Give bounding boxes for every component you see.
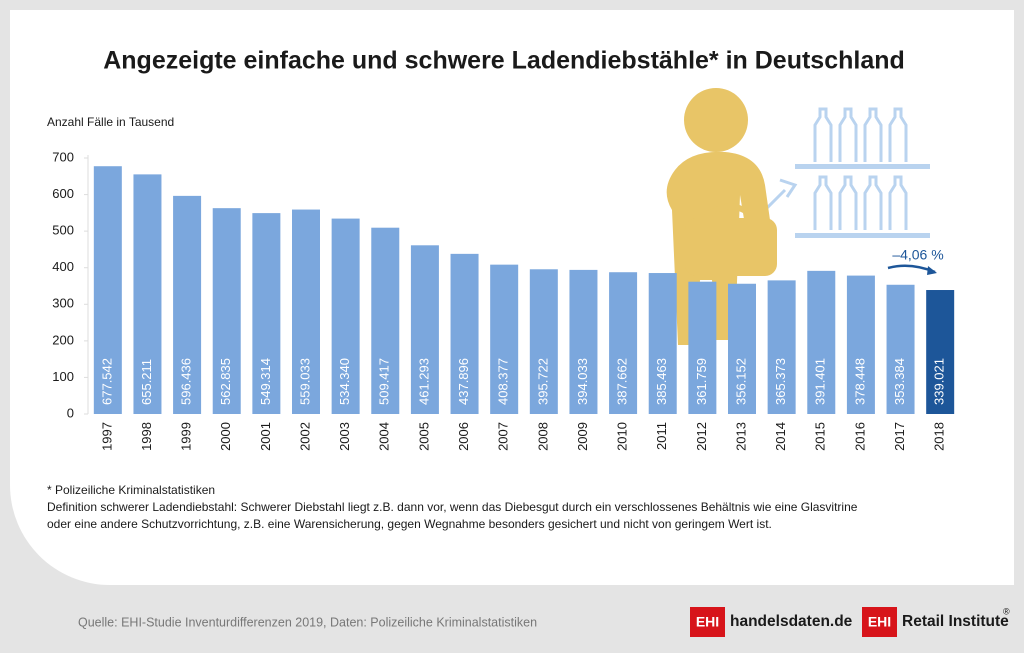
- logo-sup: ®: [1003, 606, 1010, 616]
- y-tick-label: 600: [52, 186, 74, 201]
- value-label: 596.436: [179, 358, 194, 405]
- logo-text: Retail Institute: [902, 613, 1009, 630]
- footnote: Definition schwerer Ladendiebstahl: Schw…: [47, 500, 858, 514]
- value-label: 353.384: [892, 358, 907, 405]
- value-label: 549.314: [258, 358, 273, 405]
- value-label: 408.377: [496, 358, 511, 405]
- value-label: 395.722: [535, 358, 550, 405]
- logo-mark: EHI: [696, 614, 719, 630]
- bar: [728, 283, 756, 414]
- value-label: 378.448: [852, 358, 867, 405]
- x-tick-label: 2014: [773, 422, 788, 451]
- x-tick-label: 1998: [139, 422, 154, 451]
- bar: [93, 166, 122, 414]
- value-label: 534.340: [337, 358, 352, 405]
- y-tick-label: 500: [52, 223, 74, 238]
- x-tick-label: 2006: [456, 422, 471, 451]
- x-tick-label: 2005: [416, 422, 431, 451]
- value-label: 559.033: [297, 358, 312, 405]
- bar: [926, 290, 955, 414]
- bar: [371, 227, 400, 414]
- x-tick-label: 2018: [932, 422, 947, 451]
- x-tick-label: 2007: [496, 422, 511, 451]
- footnote: * Polizeiliche Kriminalstatistiken: [47, 483, 215, 497]
- trend-arrow-head: [927, 266, 937, 275]
- x-tick-label: 2015: [813, 422, 828, 451]
- x-tick-label: 1999: [179, 422, 194, 451]
- y-tick-label: 0: [67, 405, 74, 420]
- x-tick-label: 2002: [297, 422, 312, 451]
- bar: [410, 245, 439, 414]
- x-tick-label: 2013: [733, 422, 748, 451]
- value-label: 356.152: [733, 358, 748, 405]
- logo-mark: EHI: [868, 614, 891, 630]
- x-tick-label: 1997: [99, 422, 114, 451]
- footnote: oder eine andere Schutzvorrichtung, z.B.…: [47, 517, 772, 531]
- y-tick-label: 300: [52, 296, 74, 311]
- x-tick-label: 2010: [615, 422, 630, 451]
- bar: [807, 270, 836, 414]
- bar: [292, 209, 320, 414]
- y-axis-label: Anzahl Fälle in Tausend: [47, 115, 174, 129]
- x-tick-label: 2008: [535, 422, 550, 451]
- value-label: 394.033: [575, 358, 590, 405]
- y-tick-label: 700: [52, 149, 74, 164]
- x-tick-label: 2016: [852, 422, 867, 451]
- value-label: 391.401: [813, 358, 828, 405]
- x-tick-label: 2012: [694, 422, 709, 451]
- y-tick-label: 100: [52, 369, 74, 384]
- value-label: 365.373: [773, 358, 788, 405]
- value-label: 461.293: [416, 358, 431, 405]
- bar: [767, 280, 796, 414]
- bar: [688, 281, 717, 414]
- bar: [529, 269, 558, 414]
- value-label: 339.021: [932, 358, 947, 405]
- x-tick-label: 2009: [575, 422, 590, 451]
- value-label: 509.417: [377, 358, 392, 405]
- source: Quelle: EHI-Studie Inventurdifferenzen 2…: [78, 615, 537, 629]
- annotation: –4,06 %: [892, 247, 943, 263]
- bar: [252, 213, 281, 414]
- bar: [331, 218, 360, 414]
- bar: [490, 264, 519, 414]
- value-label: 361.759: [694, 358, 709, 405]
- value-label: 387.662: [615, 358, 630, 405]
- value-label: 437.896: [456, 358, 471, 405]
- logo-box: [862, 607, 897, 637]
- bar: [450, 253, 479, 414]
- bar: [173, 195, 202, 414]
- value-label: 655.211: [139, 359, 154, 405]
- x-tick-label: 2017: [892, 422, 907, 451]
- bar: [648, 273, 677, 414]
- x-tick-label: 2011: [654, 422, 669, 450]
- x-tick-label: 2000: [218, 422, 233, 451]
- bar: [133, 174, 162, 414]
- bar: [886, 284, 915, 414]
- bar: [212, 208, 241, 414]
- logo-text: handelsdaten.de: [730, 613, 853, 630]
- value-label: 677.542: [99, 358, 114, 405]
- bar: [569, 269, 598, 414]
- x-tick-label: 2001: [258, 422, 273, 451]
- y-tick-label: 400: [52, 259, 74, 274]
- bar: [609, 272, 638, 414]
- chart-title: Angezeigte einfache und schwere Ladendie…: [103, 47, 905, 75]
- bar: [846, 275, 875, 414]
- logo-box: [690, 607, 725, 637]
- x-tick-label: 2003: [337, 422, 352, 451]
- value-label: 562.835: [218, 358, 233, 405]
- value-label: 385.463: [654, 358, 669, 405]
- x-tick-label: 2004: [377, 422, 392, 451]
- y-tick-label: 200: [52, 332, 74, 347]
